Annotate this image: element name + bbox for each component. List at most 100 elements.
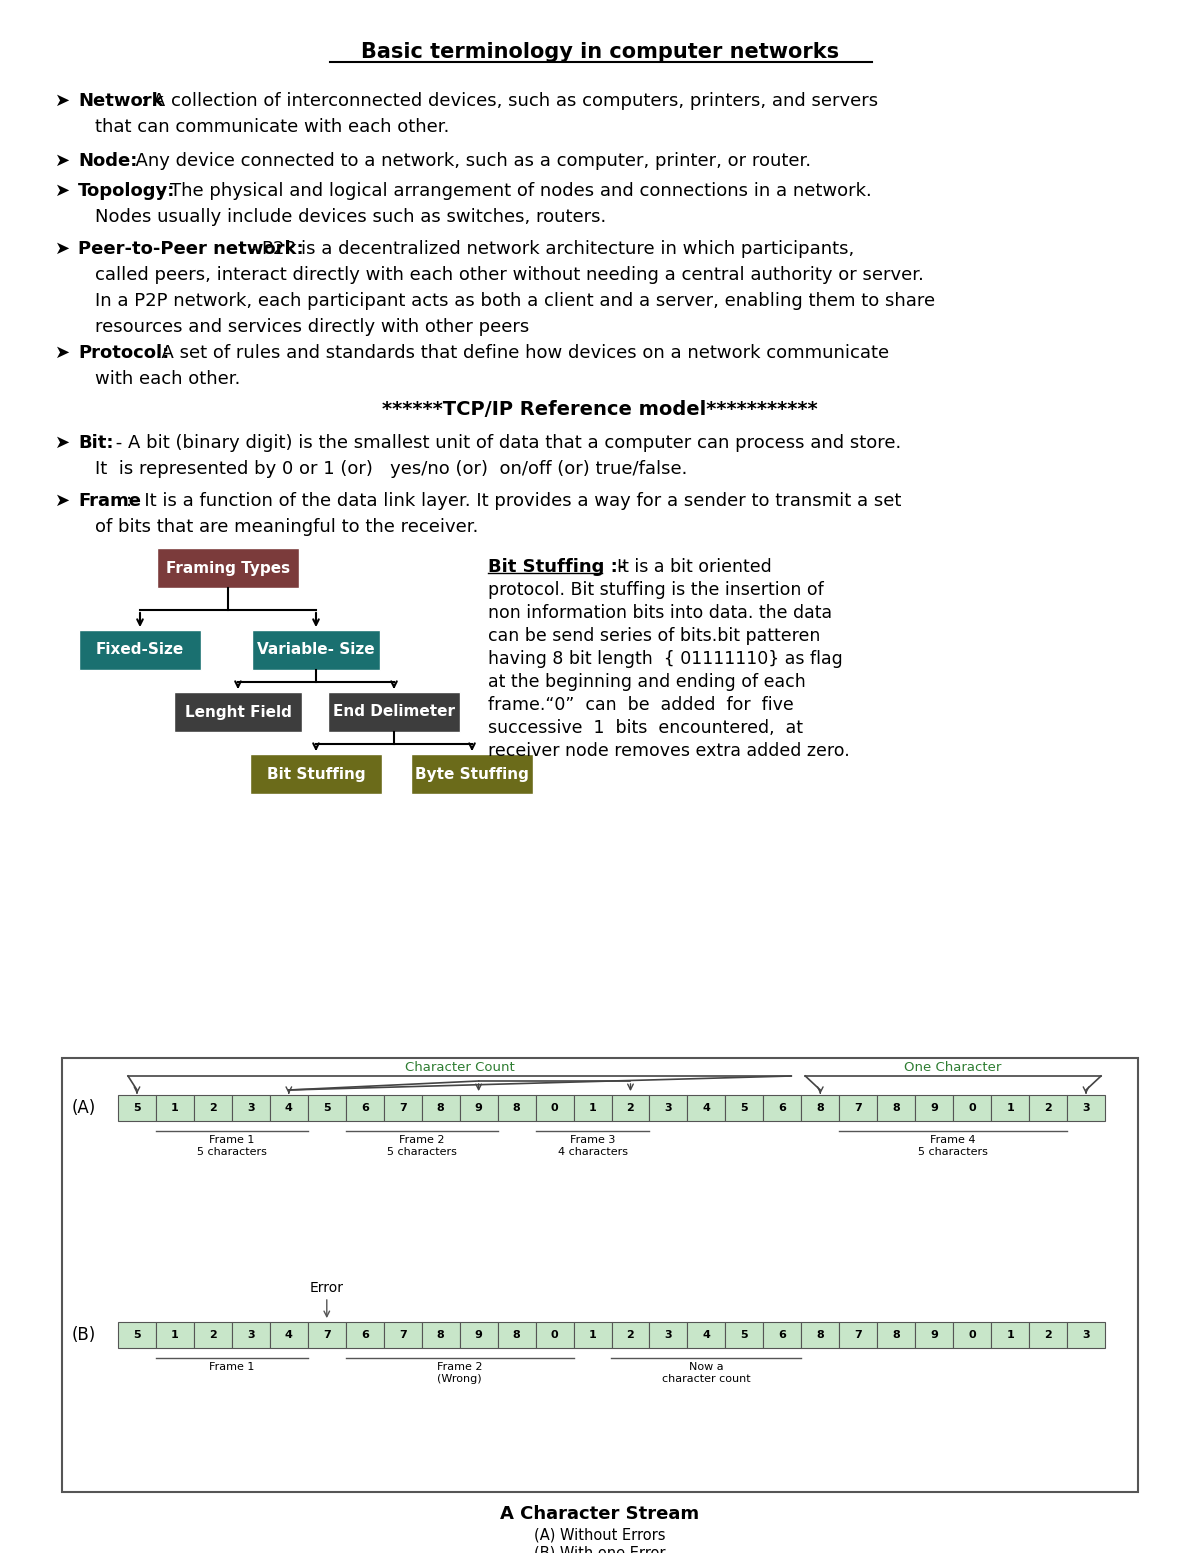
Text: Character Count: Character Count <box>404 1061 515 1075</box>
Text: successive  1  bits  encountered,  at: successive 1 bits encountered, at <box>488 719 803 738</box>
Text: Topology:: Topology: <box>78 182 175 200</box>
Text: at the beginning and ending of each: at the beginning and ending of each <box>488 672 805 691</box>
Bar <box>574 1322 612 1348</box>
Bar <box>308 1095 346 1121</box>
Text: 3: 3 <box>1082 1103 1090 1114</box>
Bar <box>308 1322 346 1348</box>
Text: 6: 6 <box>361 1329 368 1340</box>
Bar <box>194 1095 232 1121</box>
Bar <box>877 1095 916 1121</box>
Text: Frame 1
5 characters: Frame 1 5 characters <box>197 1135 266 1157</box>
Bar <box>688 1095 725 1121</box>
Text: Protocol:: Protocol: <box>78 345 169 362</box>
Text: 9: 9 <box>475 1329 482 1340</box>
Text: 0: 0 <box>968 1329 976 1340</box>
Text: 6: 6 <box>361 1103 368 1114</box>
FancyBboxPatch shape <box>328 693 460 731</box>
Text: 2: 2 <box>1044 1103 1052 1114</box>
Bar <box>802 1322 839 1348</box>
Text: of bits that are meaningful to the receiver.: of bits that are meaningful to the recei… <box>95 519 479 536</box>
Text: ➤: ➤ <box>55 92 70 110</box>
Text: 1: 1 <box>1007 1103 1014 1114</box>
FancyBboxPatch shape <box>252 631 380 669</box>
Bar <box>156 1095 194 1121</box>
Bar <box>649 1322 688 1348</box>
Text: End Delimeter: End Delimeter <box>334 705 455 719</box>
Text: It is a bit oriented: It is a bit oriented <box>606 558 772 576</box>
Bar <box>725 1095 763 1121</box>
Text: 1: 1 <box>589 1103 596 1114</box>
Text: - The physical and logical arrangement of nodes and connections in a network.: - The physical and logical arrangement o… <box>152 182 871 200</box>
Bar <box>1030 1322 1067 1348</box>
Bar <box>346 1095 384 1121</box>
Text: Bit:: Bit: <box>78 433 114 452</box>
Text: Bit Stuffing: Bit Stuffing <box>266 767 365 781</box>
Text: A set of rules and standards that define how devices on a network communicate: A set of rules and standards that define… <box>150 345 889 362</box>
Text: Frame: Frame <box>78 492 142 509</box>
Text: ➤: ➤ <box>55 182 70 200</box>
Text: ➤: ➤ <box>55 492 70 509</box>
Text: 6: 6 <box>779 1103 786 1114</box>
Text: Any device connected to a network, such as a computer, printer, or router.: Any device connected to a network, such … <box>124 152 811 169</box>
Bar <box>802 1095 839 1121</box>
Bar <box>953 1322 991 1348</box>
Bar <box>991 1095 1030 1121</box>
Bar <box>535 1322 574 1348</box>
Text: 8: 8 <box>893 1103 900 1114</box>
Text: can be send series of bits.bit patteren: can be send series of bits.bit patteren <box>488 627 821 644</box>
Bar <box>916 1095 953 1121</box>
Text: 1: 1 <box>1007 1329 1014 1340</box>
Text: 2: 2 <box>626 1329 635 1340</box>
Text: 3: 3 <box>1082 1329 1090 1340</box>
Bar <box>270 1095 308 1121</box>
Text: 1: 1 <box>589 1329 596 1340</box>
Text: ➤: ➤ <box>55 433 70 452</box>
Text: 2: 2 <box>209 1103 217 1114</box>
Bar <box>763 1322 802 1348</box>
Text: Fixed-Size: Fixed-Size <box>96 643 184 657</box>
Text: 0: 0 <box>968 1103 976 1114</box>
Bar <box>612 1095 649 1121</box>
Text: that can communicate with each other.: that can communicate with each other. <box>95 118 449 137</box>
Bar <box>194 1322 232 1348</box>
Bar <box>535 1095 574 1121</box>
Text: (A): (A) <box>72 1100 96 1117</box>
Text: Byte Stuffing: Byte Stuffing <box>415 767 529 781</box>
Bar <box>421 1095 460 1121</box>
Text: 9: 9 <box>475 1103 482 1114</box>
Text: called peers, interact directly with each other without needing a central author: called peers, interact directly with eac… <box>95 266 924 284</box>
Bar <box>460 1322 498 1348</box>
Text: 2: 2 <box>1044 1329 1052 1340</box>
Bar <box>156 1322 194 1348</box>
Text: 0: 0 <box>551 1329 558 1340</box>
Text: :- It is a function of the data link layer. It provides a way for a sender to tr: :- It is a function of the data link lay… <box>126 492 901 509</box>
Text: 8: 8 <box>512 1329 521 1340</box>
Text: 8: 8 <box>437 1329 444 1340</box>
Text: 8: 8 <box>816 1329 824 1340</box>
Text: Frame 1: Frame 1 <box>209 1362 254 1371</box>
Text: 5: 5 <box>740 1329 748 1340</box>
Text: Frame 2
(Wrong): Frame 2 (Wrong) <box>437 1362 482 1384</box>
Text: Frame 4
5 characters: Frame 4 5 characters <box>918 1135 988 1157</box>
Bar <box>118 1095 156 1121</box>
Text: Bit Stuffing :-: Bit Stuffing :- <box>488 558 625 576</box>
Bar <box>232 1322 270 1348</box>
Text: 2: 2 <box>209 1329 217 1340</box>
Bar <box>839 1095 877 1121</box>
Text: 3: 3 <box>665 1103 672 1114</box>
Text: (B): (B) <box>72 1326 96 1343</box>
Text: 8: 8 <box>816 1103 824 1114</box>
Text: ➤: ➤ <box>55 345 70 362</box>
Text: ➤: ➤ <box>55 241 70 258</box>
Bar <box>346 1322 384 1348</box>
Text: 8: 8 <box>512 1103 521 1114</box>
Bar <box>1067 1322 1105 1348</box>
Text: 0: 0 <box>551 1103 558 1114</box>
Text: 9: 9 <box>930 1103 938 1114</box>
Bar <box>991 1322 1030 1348</box>
Text: with each other.: with each other. <box>95 370 240 388</box>
Text: 7: 7 <box>398 1329 407 1340</box>
Text: : A collection of interconnected devices, such as computers, printers, and serve: : A collection of interconnected devices… <box>142 92 878 110</box>
Bar <box>62 1058 1138 1492</box>
Bar <box>688 1322 725 1348</box>
